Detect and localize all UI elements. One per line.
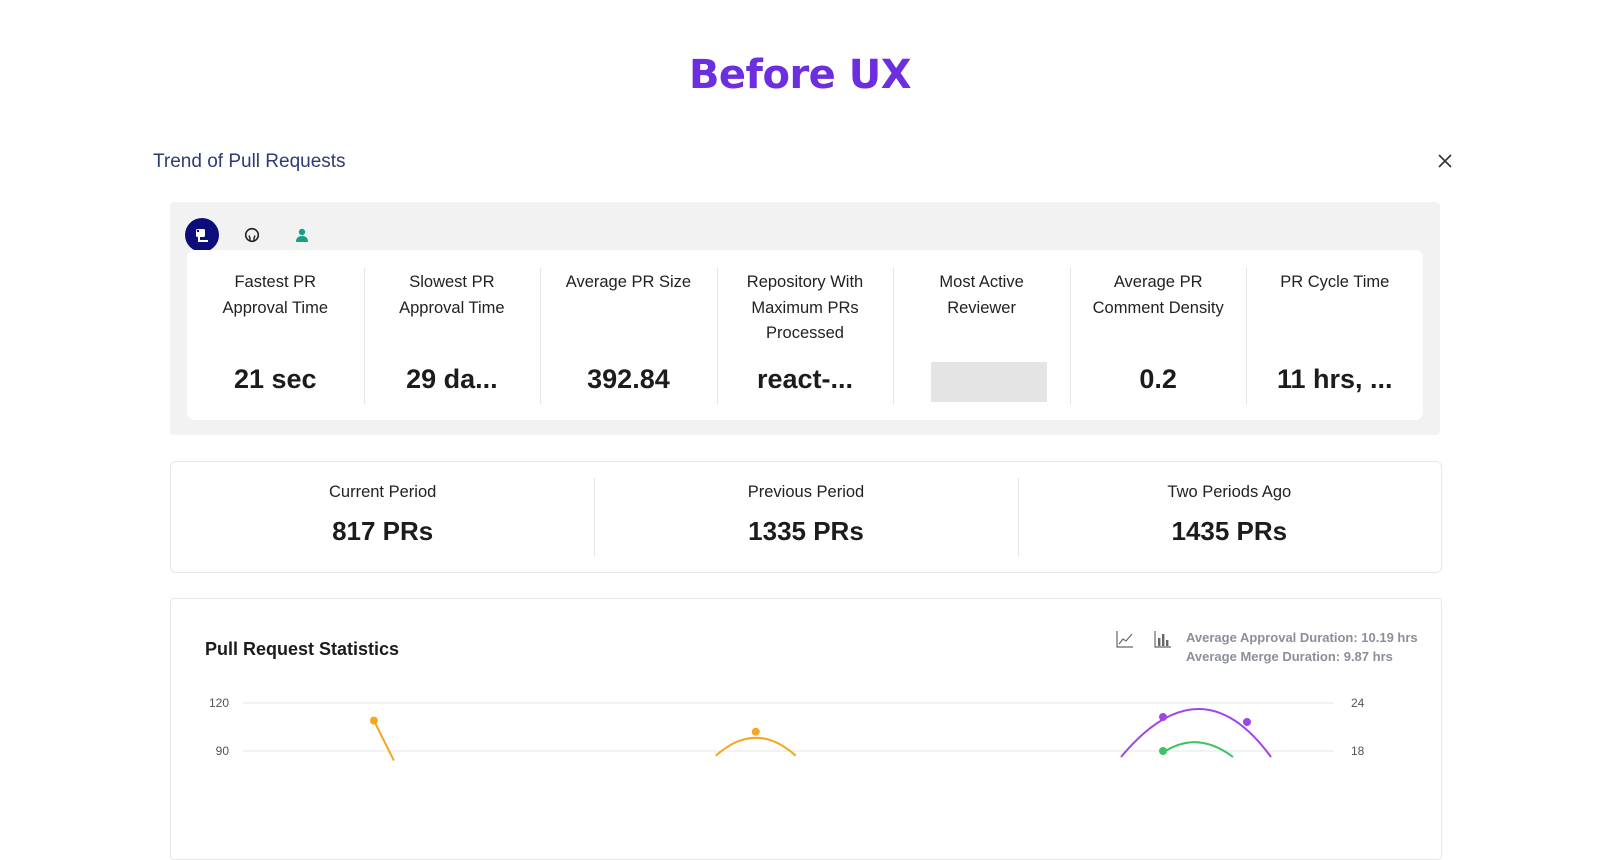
- metric-value: 0.2: [1139, 364, 1177, 394]
- period-comparison-card: Current Period 817 PRs Previous Period 1…: [170, 461, 1442, 573]
- metric-slowest-approval: Slowest PR Approval Time 29 da...: [363, 250, 541, 420]
- bar-chart-icon: [1154, 631, 1171, 648]
- metrics-card: Fastest PR Approval Time 21 sec Slowest …: [187, 250, 1423, 420]
- series-line: [1160, 741, 1234, 758]
- data-point: [751, 727, 760, 736]
- y-left-tick-label: 120: [209, 696, 229, 710]
- y-right-tick-label: 18: [1351, 744, 1365, 758]
- metric-comment-density: Average PR Comment Density 0.2: [1069, 250, 1247, 420]
- average-merge-duration: Average Merge Duration: 9.87 hrs: [1186, 649, 1393, 664]
- metric-label: Most Active Reviewer: [939, 273, 1024, 317]
- metric-label: Average PR Comment Density: [1092, 273, 1224, 317]
- tab-pull-requests[interactable]: [185, 218, 219, 252]
- metric-average-pr-size: Average PR Size 392.84: [540, 250, 717, 420]
- pull-request-statistics-card: Pull Request Statistics Average Approval…: [170, 598, 1442, 860]
- metric-top-repository: Repository With Maximum PRs Processed re…: [716, 250, 894, 420]
- data-point: [369, 716, 378, 725]
- line-chart-icon: [1116, 631, 1133, 648]
- period-value: 1435 PRs: [1171, 516, 1288, 546]
- metric-label: Slowest PR Approval Time: [399, 273, 505, 317]
- tab-github[interactable]: [235, 218, 269, 252]
- tab-user[interactable]: [285, 218, 319, 252]
- close-button[interactable]: [1434, 150, 1456, 172]
- metric-fastest-approval: Fastest PR Approval Time 21 sec: [187, 250, 364, 420]
- period-previous: Previous Period 1335 PRs: [594, 462, 1017, 572]
- metric-cycle-time: PR Cycle Time 11 hrs, ...: [1246, 250, 1423, 420]
- metric-most-active-reviewer: Most Active Reviewer: [893, 250, 1070, 420]
- data-point: [1159, 713, 1167, 721]
- source-tabs: [185, 218, 319, 252]
- metric-label: Repository With Maximum PRs Processed: [746, 273, 864, 342]
- page-title: Before UX: [688, 52, 912, 98]
- period-value: 817 PRs: [332, 516, 434, 546]
- y-right-tick-label: 24: [1351, 696, 1365, 710]
- metric-value: react-...: [757, 364, 854, 394]
- line-chart-toggle[interactable]: [1115, 629, 1137, 651]
- series-line: [373, 720, 395, 762]
- metric-value: 11 hrs, ...: [1276, 364, 1393, 394]
- redacted-value: [931, 362, 1048, 402]
- metric-value: 21 sec: [233, 364, 317, 394]
- pr-icon: [196, 229, 208, 242]
- data-point: [1243, 718, 1251, 726]
- github-icon: [244, 227, 260, 243]
- metric-label: PR Cycle Time: [1280, 273, 1390, 291]
- close-icon: [1438, 154, 1452, 168]
- y-left-tick-label: 90: [216, 744, 230, 758]
- metric-label: Fastest PR Approval Time: [222, 273, 329, 317]
- series-line: [1120, 708, 1272, 758]
- pr-statistics-chart: 120 90 24 18: [209, 696, 1365, 762]
- average-approval-duration: Average Approval Duration: 10.19 hrs: [1186, 630, 1418, 645]
- data-point: [1159, 747, 1167, 755]
- period-current: Current Period 817 PRs: [171, 462, 594, 572]
- user-icon: [296, 228, 308, 242]
- period-label: Two Periods Ago: [1167, 483, 1292, 501]
- modal-title: Trend of Pull Requests: [153, 151, 346, 172]
- period-label: Current Period: [329, 483, 437, 501]
- period-two-ago: Two Periods Ago 1435 PRs: [1017, 462, 1441, 572]
- metric-label: Average PR Size: [565, 273, 692, 291]
- bar-chart-toggle[interactable]: [1153, 629, 1175, 651]
- period-label: Previous Period: [747, 483, 865, 501]
- summary-panel: Fastest PR Approval Time 21 sec Slowest …: [170, 202, 1440, 435]
- stats-title: Pull Request Statistics: [205, 639, 400, 659]
- metric-value: 392.84: [587, 364, 670, 394]
- series-line: [715, 736, 797, 757]
- period-value: 1335 PRs: [748, 516, 864, 546]
- metric-value: 29 da...: [406, 364, 498, 394]
